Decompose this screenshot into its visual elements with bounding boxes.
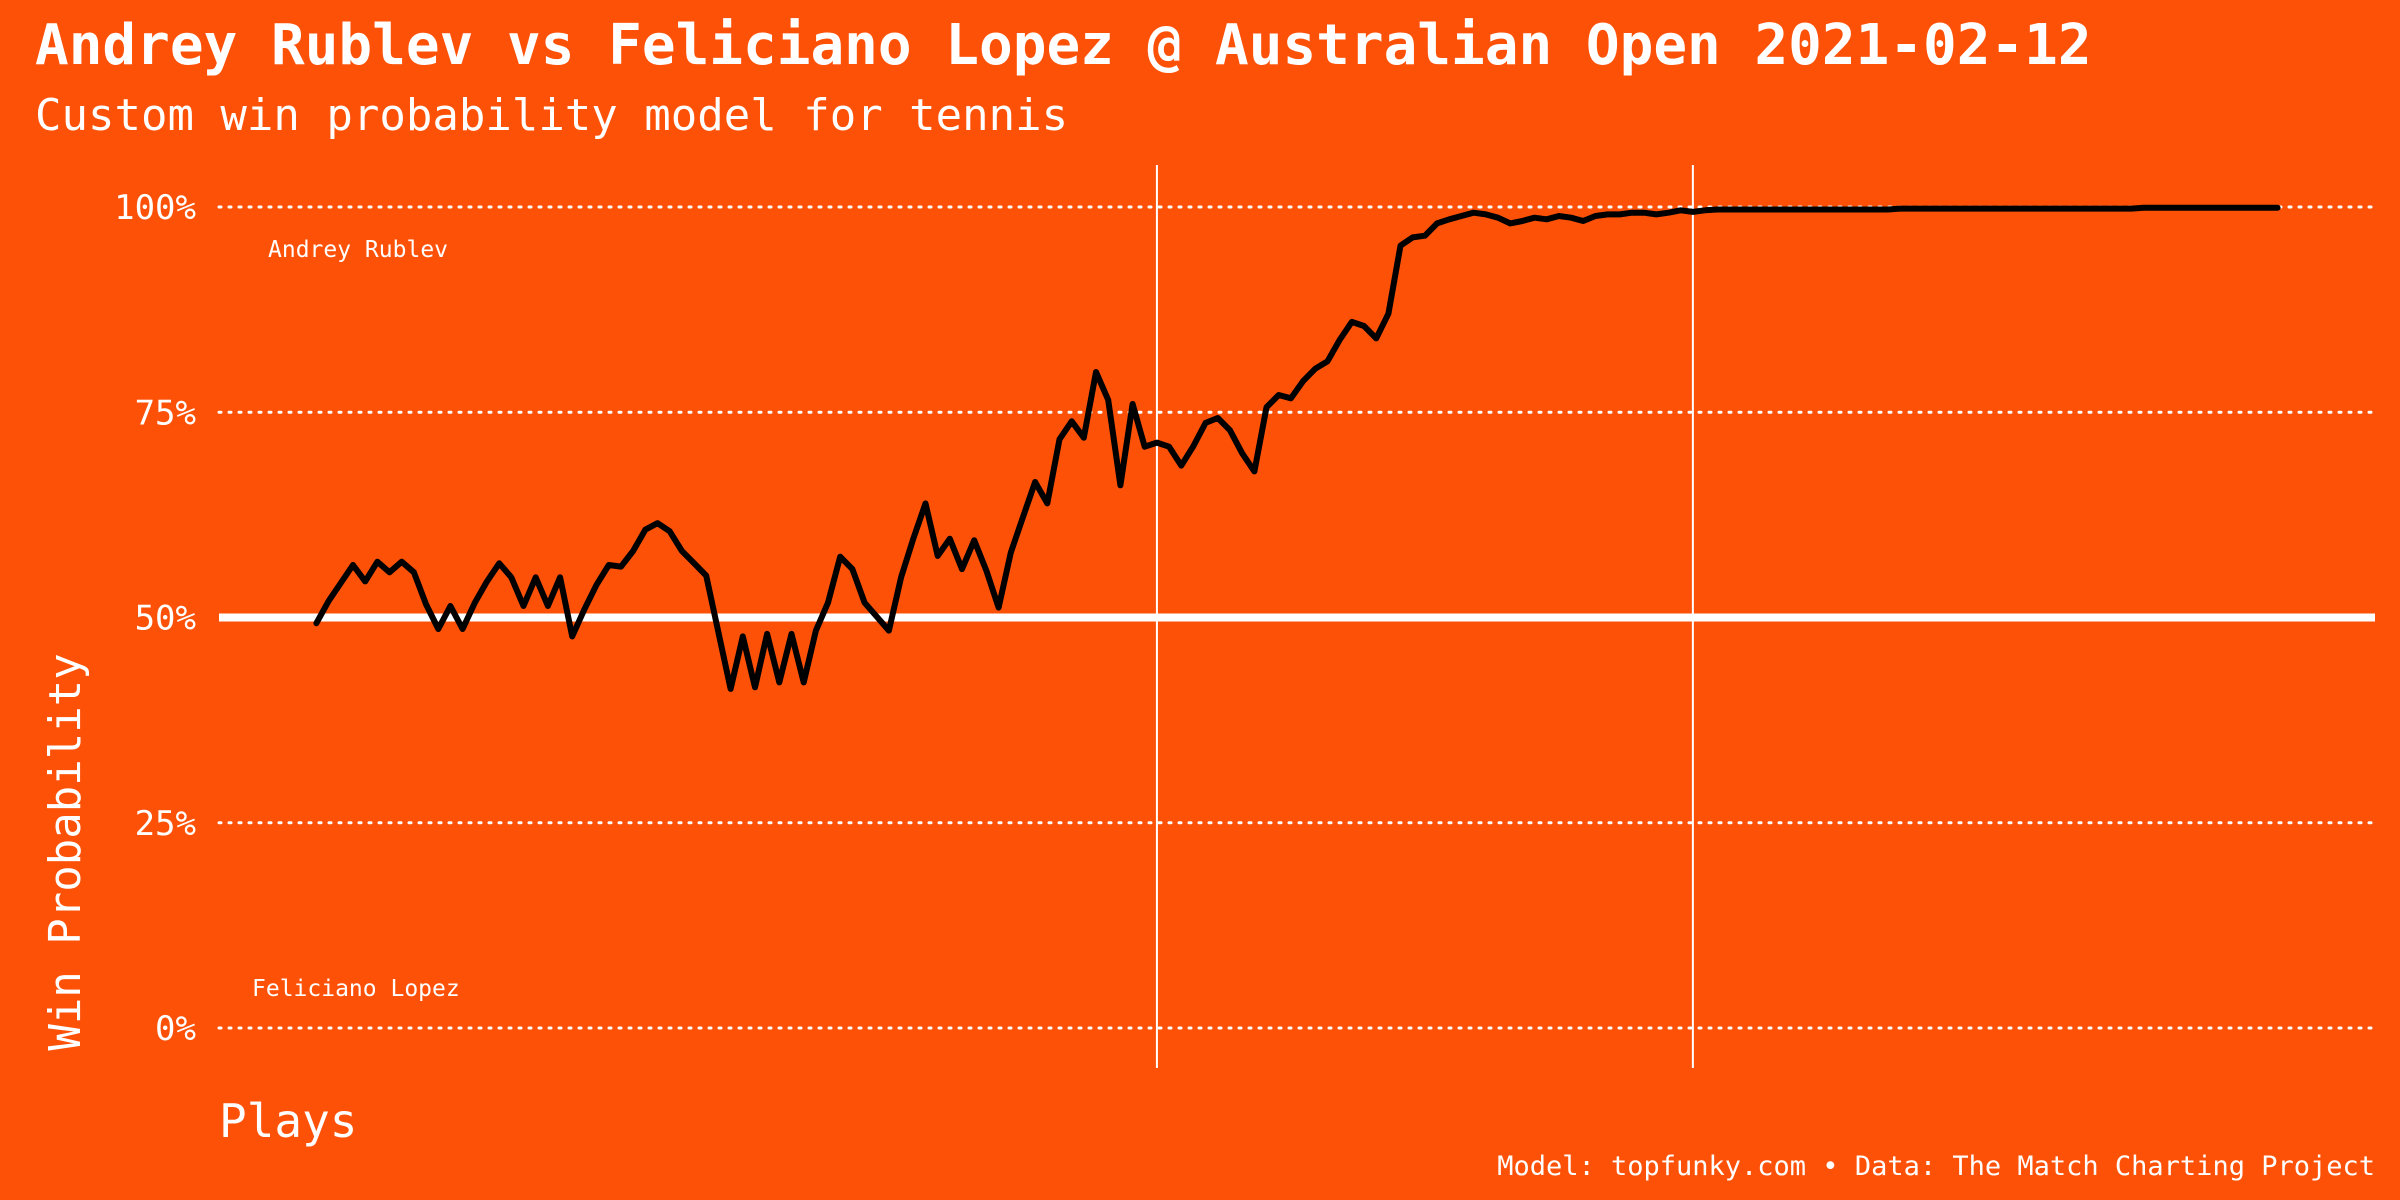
win-probability-line	[313, 204, 2281, 692]
x-axis-label: Plays	[219, 1094, 357, 1148]
y-axis-label: Win Probability	[40, 653, 91, 1050]
y-tick-label: 25%	[135, 804, 196, 844]
annotation: Andrey Rublev	[268, 237, 448, 263]
caption: Model: topfunky.com • Data: The Match Ch…	[1497, 1151, 2375, 1182]
chart-subtitle: Custom win probability model for tennis	[35, 90, 1068, 141]
y-tick-label: 0%	[155, 1009, 196, 1049]
y-tick-label: 100%	[114, 188, 196, 228]
chart-title: Andrey Rublev vs Feliciano Lopez @ Austr…	[35, 13, 2092, 78]
y-tick-label: 50%	[135, 599, 196, 639]
annotation: Feliciano Lopez	[252, 976, 460, 1002]
y-tick-label: 75%	[135, 393, 196, 433]
